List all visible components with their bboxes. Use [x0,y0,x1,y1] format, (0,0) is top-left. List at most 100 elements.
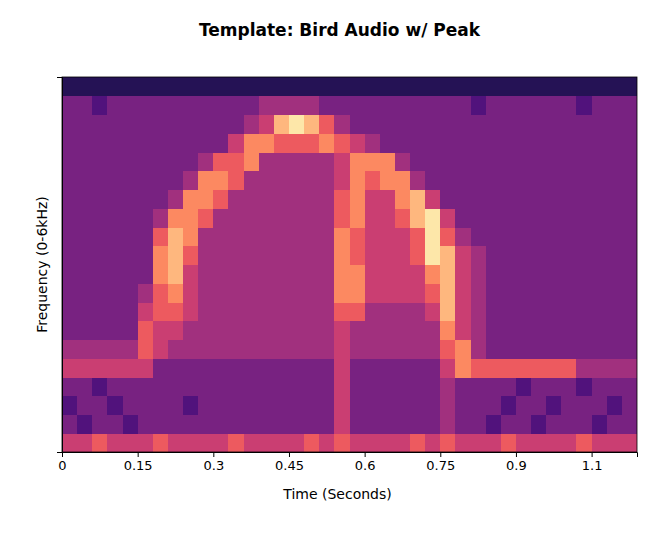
heatmap-cell [228,433,244,452]
heatmap-cell [304,208,320,227]
heatmap-cell [592,415,608,434]
x-tick: 0.45 [275,452,304,473]
heatmap-cell [304,321,320,340]
heatmap-cell [274,358,290,377]
heatmap-cell [622,283,637,302]
heatmap-cell [576,115,592,134]
heatmap-cell [123,283,139,302]
heatmap-cell [62,152,78,171]
heatmap-cell [350,265,366,284]
heatmap-cell [168,415,184,434]
heatmap-cell [592,190,608,209]
heatmap-cell [546,190,562,209]
heatmap-cell [183,152,199,171]
heatmap-cell [350,358,366,377]
heatmap-cell [350,227,366,246]
heatmap-cell [365,190,381,209]
heatmap-cell [592,283,608,302]
heatmap-cell [153,340,169,359]
heatmap-cell [77,283,93,302]
heatmap-cell [455,396,471,415]
heatmap-cell [410,208,426,227]
heatmap-cell [77,433,93,452]
heatmap-cell [183,171,199,190]
heatmap-cell [274,246,290,265]
heatmap-cell [153,265,169,284]
heatmap-cell [153,302,169,321]
heatmap-cell [561,358,577,377]
heatmap-cell [516,433,532,452]
heatmap-cell [319,377,335,396]
heatmap-cell [274,227,290,246]
heatmap-cell [183,77,199,96]
heatmap-cell [622,321,637,340]
heatmap-cell [107,302,123,321]
heatmap-cell [228,265,244,284]
heatmap-cell [228,171,244,190]
heatmap-cell [395,340,411,359]
heatmap-cell [561,190,577,209]
heatmap-cell [576,208,592,227]
heatmap-cell [213,190,229,209]
heatmap-cell [501,396,517,415]
heatmap-cell [304,358,320,377]
heatmap-cell [471,283,487,302]
heatmap-cell [546,302,562,321]
heatmap-cell [107,171,123,190]
heatmap-cell [576,433,592,452]
heatmap-cell [213,340,229,359]
heatmap-cell [365,396,381,415]
heatmap-cell [546,246,562,265]
heatmap-cell [592,152,608,171]
heatmap-cell [228,227,244,246]
heatmap-cell [425,96,441,115]
heatmap-cell [228,152,244,171]
heatmap-cell [561,133,577,152]
heatmap-cell [546,340,562,359]
heatmap-cell [350,171,366,190]
x-tick-mark [213,452,214,457]
heatmap-cell [92,358,108,377]
heatmap-cell [92,208,108,227]
heatmap-cell [350,321,366,340]
heatmap-cell [183,302,199,321]
heatmap-cell [592,96,608,115]
heatmap-cell [501,265,517,284]
heatmap-cell [365,265,381,284]
x-tick-mark [138,452,139,457]
heatmap-cell [592,115,608,134]
heatmap-cell [138,152,154,171]
heatmap-cell [501,208,517,227]
heatmap-cell [62,133,78,152]
heatmap-cell [395,396,411,415]
heatmap-cell [228,133,244,152]
heatmap-cell [289,433,305,452]
heatmap-cell [380,302,396,321]
heatmap-cell [168,133,184,152]
heatmap-cell [607,283,623,302]
heatmap-cell [183,133,199,152]
heatmap-cell [304,302,320,321]
heatmap-cell [213,321,229,340]
heatmap-cell [365,433,381,452]
heatmap-cell [259,377,275,396]
heatmap-cell [425,302,441,321]
heatmap-cell [561,152,577,171]
heatmap-cell [622,208,637,227]
heatmap-cell [319,396,335,415]
heatmap-cell [486,321,502,340]
heatmap-cell [334,321,350,340]
plot-area [62,77,637,452]
heatmap-cell [168,377,184,396]
heatmap-cell [77,302,93,321]
heatmap-cell [576,133,592,152]
heatmap-cell [213,133,229,152]
x-axis: 00.150.30.450.60.750.91.1 [58,452,637,473]
heatmap-cell [304,152,320,171]
heatmap-cell [107,96,123,115]
heatmap-cell [531,358,547,377]
heatmap-cell [471,190,487,209]
heatmap-cell [501,133,517,152]
heatmap-cell [576,415,592,434]
heatmap-cell [592,433,608,452]
